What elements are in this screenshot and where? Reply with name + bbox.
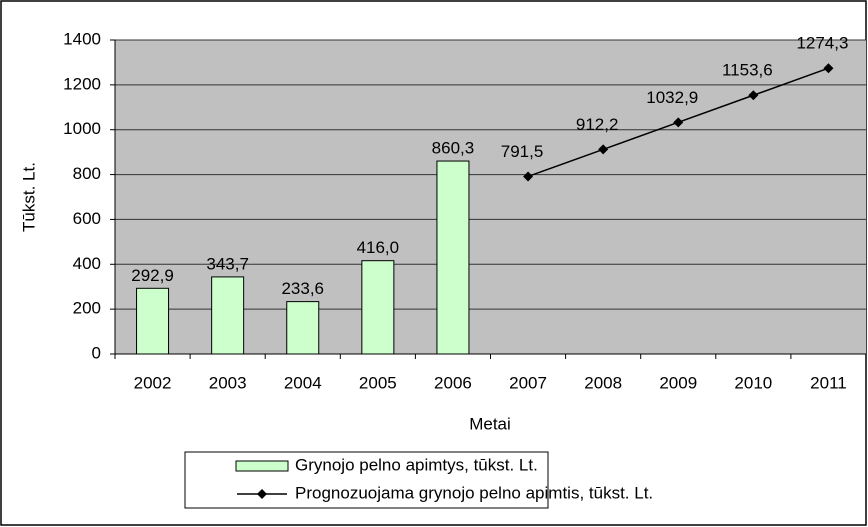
line-marker bbox=[748, 90, 759, 101]
legend-label: Grynojo pelno apimtys, tūkst. Lt. bbox=[295, 455, 538, 474]
y-tick-label: 0 bbox=[92, 343, 101, 362]
data-label: 860,3 bbox=[432, 139, 475, 158]
bar bbox=[436, 160, 470, 355]
x-tick-label: 2002 bbox=[134, 373, 172, 392]
data-label: 416,0 bbox=[357, 238, 400, 257]
line-marker bbox=[673, 117, 684, 128]
x-axis-label: Metai bbox=[469, 414, 511, 433]
data-label: 1274,3 bbox=[796, 34, 848, 53]
data-label: 791,5 bbox=[501, 142, 544, 161]
y-tick-label: 200 bbox=[73, 299, 101, 318]
legend-label: Prognozuojama grynojo pelno apimtis, tūk… bbox=[295, 483, 653, 502]
y-axis-label: Tūkst. Lt. bbox=[19, 162, 38, 232]
y-tick-label: 1400 bbox=[63, 29, 101, 48]
data-label: 1153,6 bbox=[722, 61, 773, 80]
legend-swatch bbox=[235, 460, 289, 472]
data-label: 912,2 bbox=[576, 115, 619, 134]
x-tick-label: 2004 bbox=[284, 373, 322, 392]
y-tick-label: 1200 bbox=[63, 74, 101, 93]
legend bbox=[184, 451, 549, 509]
bar bbox=[286, 301, 320, 355]
data-label: 233,6 bbox=[281, 279, 324, 298]
data-label: 292,9 bbox=[131, 266, 174, 285]
line-marker bbox=[523, 171, 534, 182]
data-label: 1032,9 bbox=[646, 88, 698, 107]
bar bbox=[136, 287, 170, 355]
x-tick-label: 2007 bbox=[509, 373, 547, 392]
y-tick-label: 400 bbox=[73, 254, 101, 273]
y-tick-label: 600 bbox=[73, 209, 101, 228]
x-tick-label: 2003 bbox=[209, 373, 247, 392]
x-tick-label: 2009 bbox=[659, 373, 697, 392]
x-tick-label: 2011 bbox=[810, 373, 847, 392]
bar bbox=[361, 260, 395, 355]
y-tick-label: 1000 bbox=[63, 119, 101, 138]
data-label: 343,7 bbox=[206, 254, 249, 273]
x-tick-label: 2005 bbox=[359, 373, 397, 392]
legend-marker bbox=[257, 489, 267, 499]
line-marker bbox=[823, 63, 834, 74]
x-tick-label: 2006 bbox=[434, 373, 472, 392]
line-marker bbox=[598, 144, 609, 155]
bar bbox=[211, 276, 245, 355]
y-tick-label: 800 bbox=[73, 164, 101, 183]
x-tick-label: 2008 bbox=[584, 373, 622, 392]
x-tick-label: 2010 bbox=[734, 373, 772, 392]
